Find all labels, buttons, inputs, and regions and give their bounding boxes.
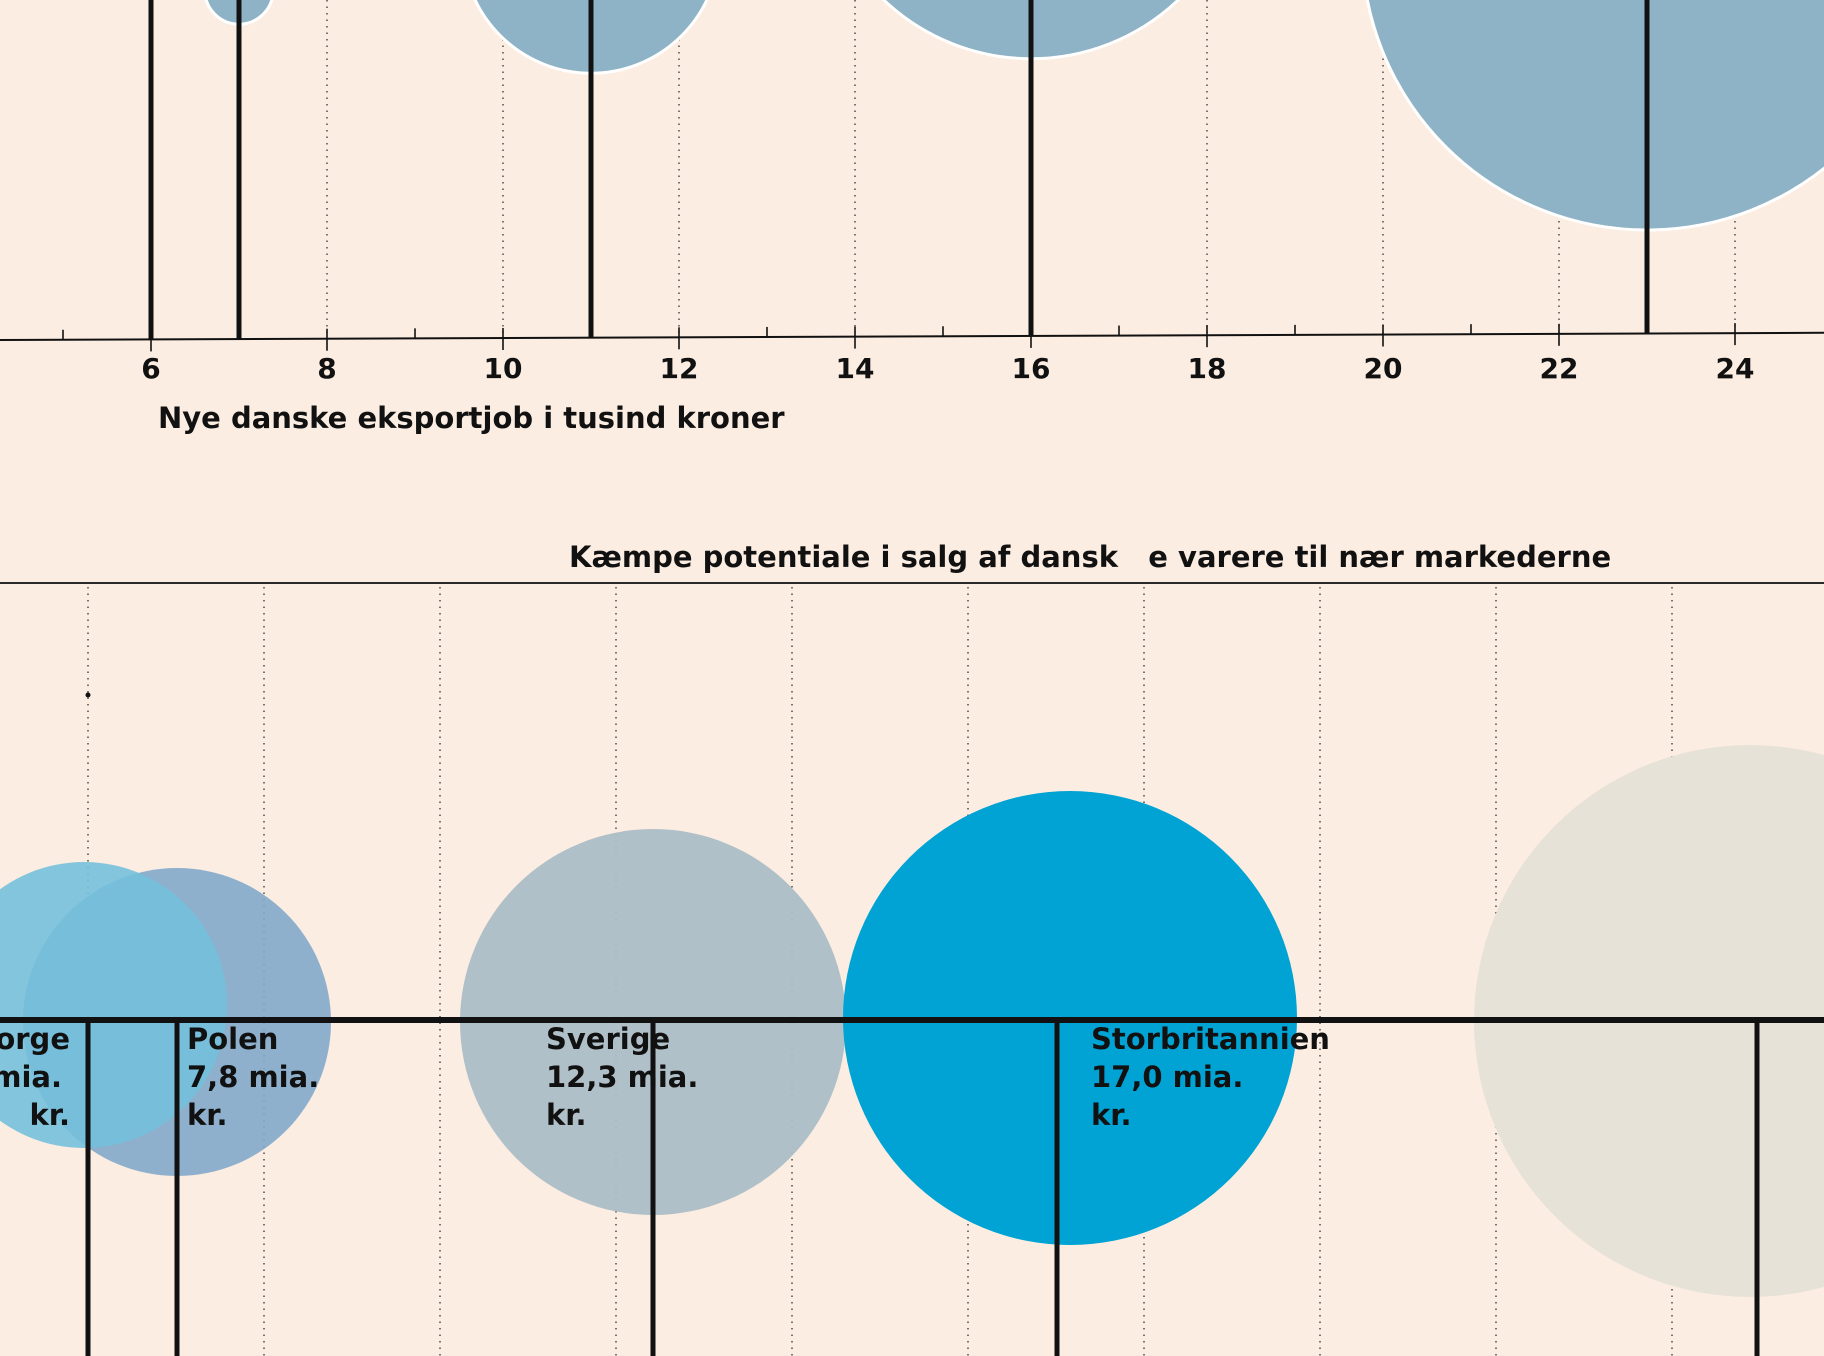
top-x-axis <box>0 323 1824 352</box>
top-x-axis-title: Nye danske eksportjob i tusind kroner <box>158 401 785 435</box>
bottom-label-storbritannien-line1: Storbritannien <box>1091 1022 1330 1056</box>
top-tick-label-12: 12 <box>660 352 699 385</box>
top-tick-label-6: 6 <box>141 352 160 385</box>
top-tick-label-18: 18 <box>1188 352 1227 385</box>
bottom-label-norge-line1: Norge <box>0 1022 70 1056</box>
bottom-label-norge-line2: mia. <box>0 1060 62 1094</box>
bottom-label-sverige-line3: kr. <box>546 1098 586 1132</box>
top-tick-label-20: 20 <box>1364 352 1403 385</box>
bottom-label-storbritannien-line2: 17,0 mia. <box>1091 1060 1243 1094</box>
bottom-label-norge-line3: kr. <box>30 1098 70 1132</box>
bottom-labels: Norge mia. kr. Polen 7,8 mia. kr. Sverige 12,3 … <box>0 1022 1330 1132</box>
top-tick-label-24: 24 <box>1716 352 1755 385</box>
bottom-chart: Kæmpe potentiale i salg af dansk e varer… <box>0 540 1824 1356</box>
bottom-label-sverige-line2: 12,3 mia. <box>546 1060 698 1094</box>
stray-dot <box>85 692 91 698</box>
bottom-bubble-norge <box>0 862 227 1148</box>
top-axis-line <box>0 331 1824 341</box>
top-chart: 6 8 10 12 14 16 18 20 22 24 Nye danske eksportjob… <box>0 0 1824 435</box>
bottom-label-polen-line2: 7,8 mia. <box>187 1060 319 1094</box>
top-tick-label-14: 14 <box>836 352 875 385</box>
bottom-label-sverige-line1: Sverige <box>546 1022 670 1056</box>
bottom-label-polen-line1: Polen <box>187 1022 278 1056</box>
bottom-label-storbritannien-line3: kr. <box>1091 1098 1131 1132</box>
bottom-chart-title: Kæmpe potentiale i salg af dansk e varer… <box>569 540 1611 574</box>
top-tick-label-16: 16 <box>1012 352 1051 385</box>
top-tick-label-22: 22 <box>1540 352 1579 385</box>
top-tick-label-10: 10 <box>484 352 523 385</box>
top-tick-label-8: 8 <box>317 352 336 385</box>
bottom-stems <box>85 1020 1760 1356</box>
top-tick-labels: 6 8 10 12 14 16 18 20 22 24 <box>141 352 1754 385</box>
bottom-label-polen-line3: kr. <box>187 1098 227 1132</box>
top-stems <box>148 0 1650 340</box>
